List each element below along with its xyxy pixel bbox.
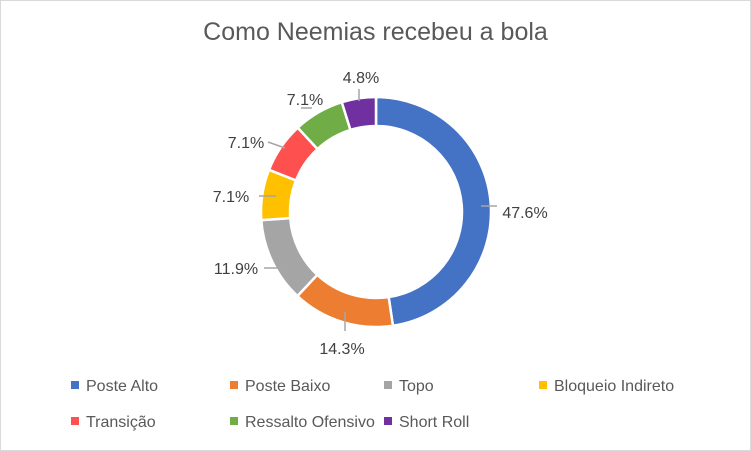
legend-swatch-5 [230,417,238,425]
data-label-3: 7.1% [213,189,249,206]
legend-item-5: Ressalto Ofensivo [230,414,375,432]
legend-label-1: Poste Baixo [245,378,331,395]
legend-swatch-6 [384,417,392,425]
legend-label-5: Ressalto Ofensivo [245,414,375,431]
legend-label-4: Transição [86,414,156,431]
donut-segment-6 [340,95,378,132]
legend-label-2: Topo [399,378,434,395]
data-label-4: 7.1% [228,135,264,152]
legend-item-6: Short Roll [384,414,469,432]
data-label-6: 4.8% [343,70,379,87]
legend-label-0: Poste Alto [86,378,159,395]
legend-swatch-2 [384,381,392,389]
data-label-0: 47.6% [502,205,547,222]
legend-item-2: Topo [384,378,434,396]
legend-item-0: Poste Alto [71,378,158,396]
data-label-1: 14.3% [319,341,364,358]
legend-swatch-3 [539,381,547,389]
legend-swatch-1 [230,381,238,389]
data-label-5: 7.1% [287,92,323,109]
legend-swatch-4 [71,417,79,425]
chart-title: Como Neemias recebeu a bola [203,18,548,46]
legend-item-3: Bloqueio Indireto [539,378,674,396]
legend-swatch-0 [71,381,79,389]
legend-label-6: Short Roll [399,414,470,431]
legend-item-1: Poste Baixo [230,378,330,396]
leader-line-4 [267,141,286,149]
legend-label-3: Bloqueio Indireto [554,378,675,395]
donut-segment-0 [374,95,493,328]
data-label-2: 11.9% [214,261,258,278]
legend-item-4: Transição [71,414,156,432]
donut-segment-2 [259,216,320,298]
